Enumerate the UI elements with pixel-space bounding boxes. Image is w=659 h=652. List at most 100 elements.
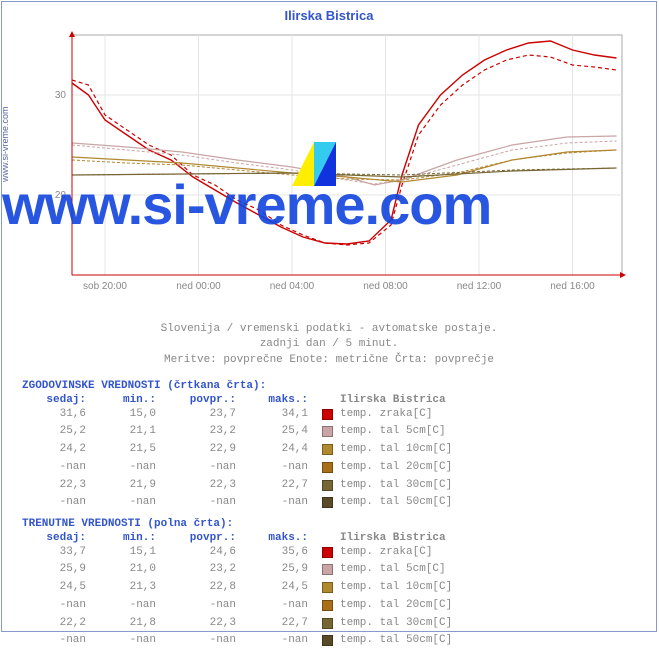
cell-povpr: 23,7 xyxy=(162,408,242,426)
svg-text:sob 20:00: sob 20:00 xyxy=(83,281,127,292)
cell-sedaj: 24,2 xyxy=(22,443,92,461)
cell-min: 21,1 xyxy=(92,425,162,443)
chart-area: 2030sob 20:00ned 00:00ned 04:00ned 08:00… xyxy=(42,30,632,310)
cell-min: 15,0 xyxy=(92,408,162,426)
cell-min: -nan xyxy=(92,461,162,479)
cell-maks: 25,9 xyxy=(242,563,322,581)
table-row: 31,615,023,734,1 temp. zraka[C] xyxy=(22,408,642,426)
svg-text:ned 04:00: ned 04:00 xyxy=(270,281,315,292)
cell-label: temp. tal 20cm[C] xyxy=(340,461,642,479)
h2-min: min.: xyxy=(92,532,162,546)
series-swatch-icon xyxy=(322,497,333,508)
h-min: min.: xyxy=(92,394,162,408)
h2-maks: maks.: xyxy=(242,532,322,546)
cell-maks: -nan xyxy=(242,496,322,514)
cell-label: temp. tal 50cm[C] xyxy=(340,496,642,514)
cell-povpr: 22,3 xyxy=(162,479,242,497)
h-sedaj: sedaj: xyxy=(22,394,92,408)
sub2: zadnji dan / 5 minut. xyxy=(2,337,656,352)
cell-min: 21,5 xyxy=(92,443,162,461)
cell-maks: 22,7 xyxy=(242,617,322,635)
cell-sedaj: -nan xyxy=(22,634,92,652)
table-row: -nan-nan-nan-nantemp. tal 50cm[C] xyxy=(22,496,642,514)
side-url: www.si-vreme.com xyxy=(0,106,10,182)
cell-maks: 22,7 xyxy=(242,479,322,497)
chart-frame: www.si-vreme.com Ilirska Bistrica 2030so… xyxy=(1,1,657,632)
cell-label: temp. tal 50cm[C] xyxy=(340,634,642,652)
cell-sedaj: 33,7 xyxy=(22,546,92,564)
cell-label: temp. tal 5cm[C] xyxy=(340,563,642,581)
svg-text:ned 16:00: ned 16:00 xyxy=(550,281,595,292)
watermark-text: www.si-vreme.com xyxy=(2,172,491,237)
h2-sedaj: sedaj: xyxy=(22,532,92,546)
cell-sedaj: 22,3 xyxy=(22,479,92,497)
cell-povpr: 22,8 xyxy=(162,581,242,599)
svg-text:ned 12:00: ned 12:00 xyxy=(457,281,502,292)
subtitle-block: Slovenija / vremenski podatki - avtomats… xyxy=(2,322,656,368)
svg-text:30: 30 xyxy=(55,90,67,101)
table-row: 22,321,922,322,7temp. tal 30cm[C] xyxy=(22,479,642,497)
cell-label: temp. tal 10cm[C] xyxy=(340,581,642,599)
cell-label: temp. tal 5cm[C] xyxy=(340,425,642,443)
cell-povpr: 22,9 xyxy=(162,443,242,461)
table-row: -nan-nan-nan-nantemp. tal 50cm[C] xyxy=(22,634,642,652)
cell-sedaj: 25,9 xyxy=(22,563,92,581)
sub3: Meritve: povprečne Enote: metrične Črta:… xyxy=(2,353,656,368)
cell-sedaj: 22,2 xyxy=(22,617,92,635)
cell-povpr: 23,2 xyxy=(162,563,242,581)
cell-sedaj: -nan xyxy=(22,599,92,617)
cell-min: -nan xyxy=(92,599,162,617)
cell-sedaj: -nan xyxy=(22,461,92,479)
cell-min: 21,9 xyxy=(92,479,162,497)
hist-header: ZGODOVINSKE VREDNOSTI (črtkana črta): xyxy=(22,380,642,394)
cell-maks: 25,4 xyxy=(242,425,322,443)
table-row: 24,521,322,824,5temp. tal 10cm[C] xyxy=(22,581,642,599)
cell-maks: -nan xyxy=(242,599,322,617)
cell-min: -nan xyxy=(92,496,162,514)
cell-label: temp. zraka[C] xyxy=(340,546,642,564)
h-maks: maks.: xyxy=(242,394,322,408)
col-headers-2: sedaj: min.: povpr.: maks.: Ilirska Bist… xyxy=(22,532,642,546)
cell-povpr: -nan xyxy=(162,634,242,652)
series-swatch-icon xyxy=(322,444,333,455)
cell-label: temp. tal 20cm[C] xyxy=(340,599,642,617)
h-loc: Ilirska Bistrica xyxy=(340,394,642,408)
col-headers: sedaj: min.: povpr.: maks.: Ilirska Bist… xyxy=(22,394,642,408)
cell-povpr: -nan xyxy=(162,599,242,617)
table-row: 33,715,124,635,6 temp. zraka[C] xyxy=(22,546,642,564)
h-povpr: povpr.: xyxy=(162,394,242,408)
series-swatch-icon xyxy=(322,635,333,646)
cell-label: temp. tal 30cm[C] xyxy=(340,479,642,497)
cell-maks: 34,1 xyxy=(242,408,322,426)
series-swatch-icon xyxy=(322,564,333,575)
cell-min: -nan xyxy=(92,634,162,652)
series-swatch-icon xyxy=(322,600,333,611)
cell-min: 15,1 xyxy=(92,546,162,564)
cell-sedaj: 24,5 xyxy=(22,581,92,599)
cell-povpr: 22,3 xyxy=(162,617,242,635)
cell-label: temp. tal 30cm[C] xyxy=(340,617,642,635)
cell-min: 21,3 xyxy=(92,581,162,599)
cell-min: 21,8 xyxy=(92,617,162,635)
cell-maks: 35,6 xyxy=(242,546,322,564)
table-row: 25,221,123,225,4temp. tal 5cm[C] xyxy=(22,425,642,443)
cell-label: temp. zraka[C] xyxy=(340,408,642,426)
cell-maks: 24,4 xyxy=(242,443,322,461)
svg-text:ned 00:00: ned 00:00 xyxy=(176,281,221,292)
cell-sedaj: -nan xyxy=(22,496,92,514)
series-swatch-icon xyxy=(322,480,333,491)
cell-min: 21,0 xyxy=(92,563,162,581)
h2-loc: Ilirska Bistrica xyxy=(340,532,642,546)
cell-povpr: 24,6 xyxy=(162,546,242,564)
svg-text:ned 08:00: ned 08:00 xyxy=(363,281,408,292)
series-swatch-icon xyxy=(322,547,333,558)
h2-povpr: povpr.: xyxy=(162,532,242,546)
table-row: -nan-nan-nan-nantemp. tal 20cm[C] xyxy=(22,461,642,479)
cell-label: temp. tal 10cm[C] xyxy=(340,443,642,461)
cell-povpr: -nan xyxy=(162,461,242,479)
series-swatch-icon xyxy=(322,426,333,437)
table-row: 25,921,023,225,9temp. tal 5cm[C] xyxy=(22,563,642,581)
cell-sedaj: 31,6 xyxy=(22,408,92,426)
sub1: Slovenija / vremenski podatki - avtomats… xyxy=(2,322,656,337)
chart-title: Ilirska Bistrica xyxy=(2,2,656,23)
